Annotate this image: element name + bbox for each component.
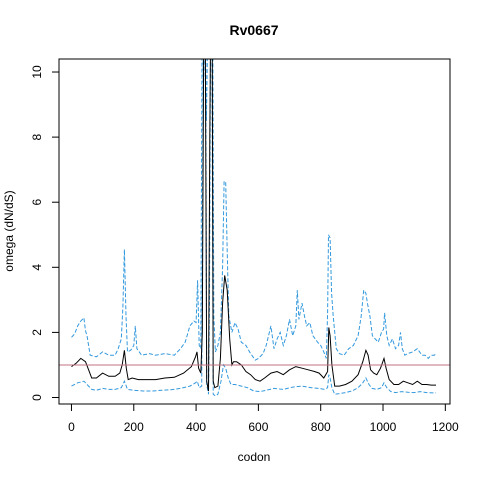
series-upper-line [71, 59, 437, 361]
x-tick-label: 200 [124, 420, 144, 434]
x-tick-label: 800 [311, 420, 331, 434]
y-axis-label: omega (dN/dS) [2, 190, 16, 271]
y-tick-label: 4 [30, 264, 44, 271]
y-tick-label: 6 [30, 199, 44, 206]
x-axis: 0 200 400 600 800 1000 1200 [68, 403, 459, 434]
y-tick-label: 10 [30, 65, 44, 79]
x-tick-label: 1000 [370, 420, 397, 434]
y-axis: 0 2 4 6 8 10 [30, 65, 60, 401]
x-tick-label: 0 [68, 420, 75, 434]
x-tick-label: 1200 [432, 420, 459, 434]
x-tick-label: 600 [248, 420, 268, 434]
plot-area [59, 59, 450, 397]
series-layer [71, 59, 437, 397]
y-tick-label: 0 [30, 394, 44, 401]
y-tick-label: 2 [30, 329, 44, 336]
x-tick-label: 400 [186, 420, 206, 434]
series-lower-line [71, 59, 436, 397]
chart-title: Rv0667 [229, 22, 278, 38]
x-axis-label: codon [238, 450, 271, 464]
series-mean-line [71, 59, 436, 392]
y-tick-label: 8 [30, 133, 44, 140]
